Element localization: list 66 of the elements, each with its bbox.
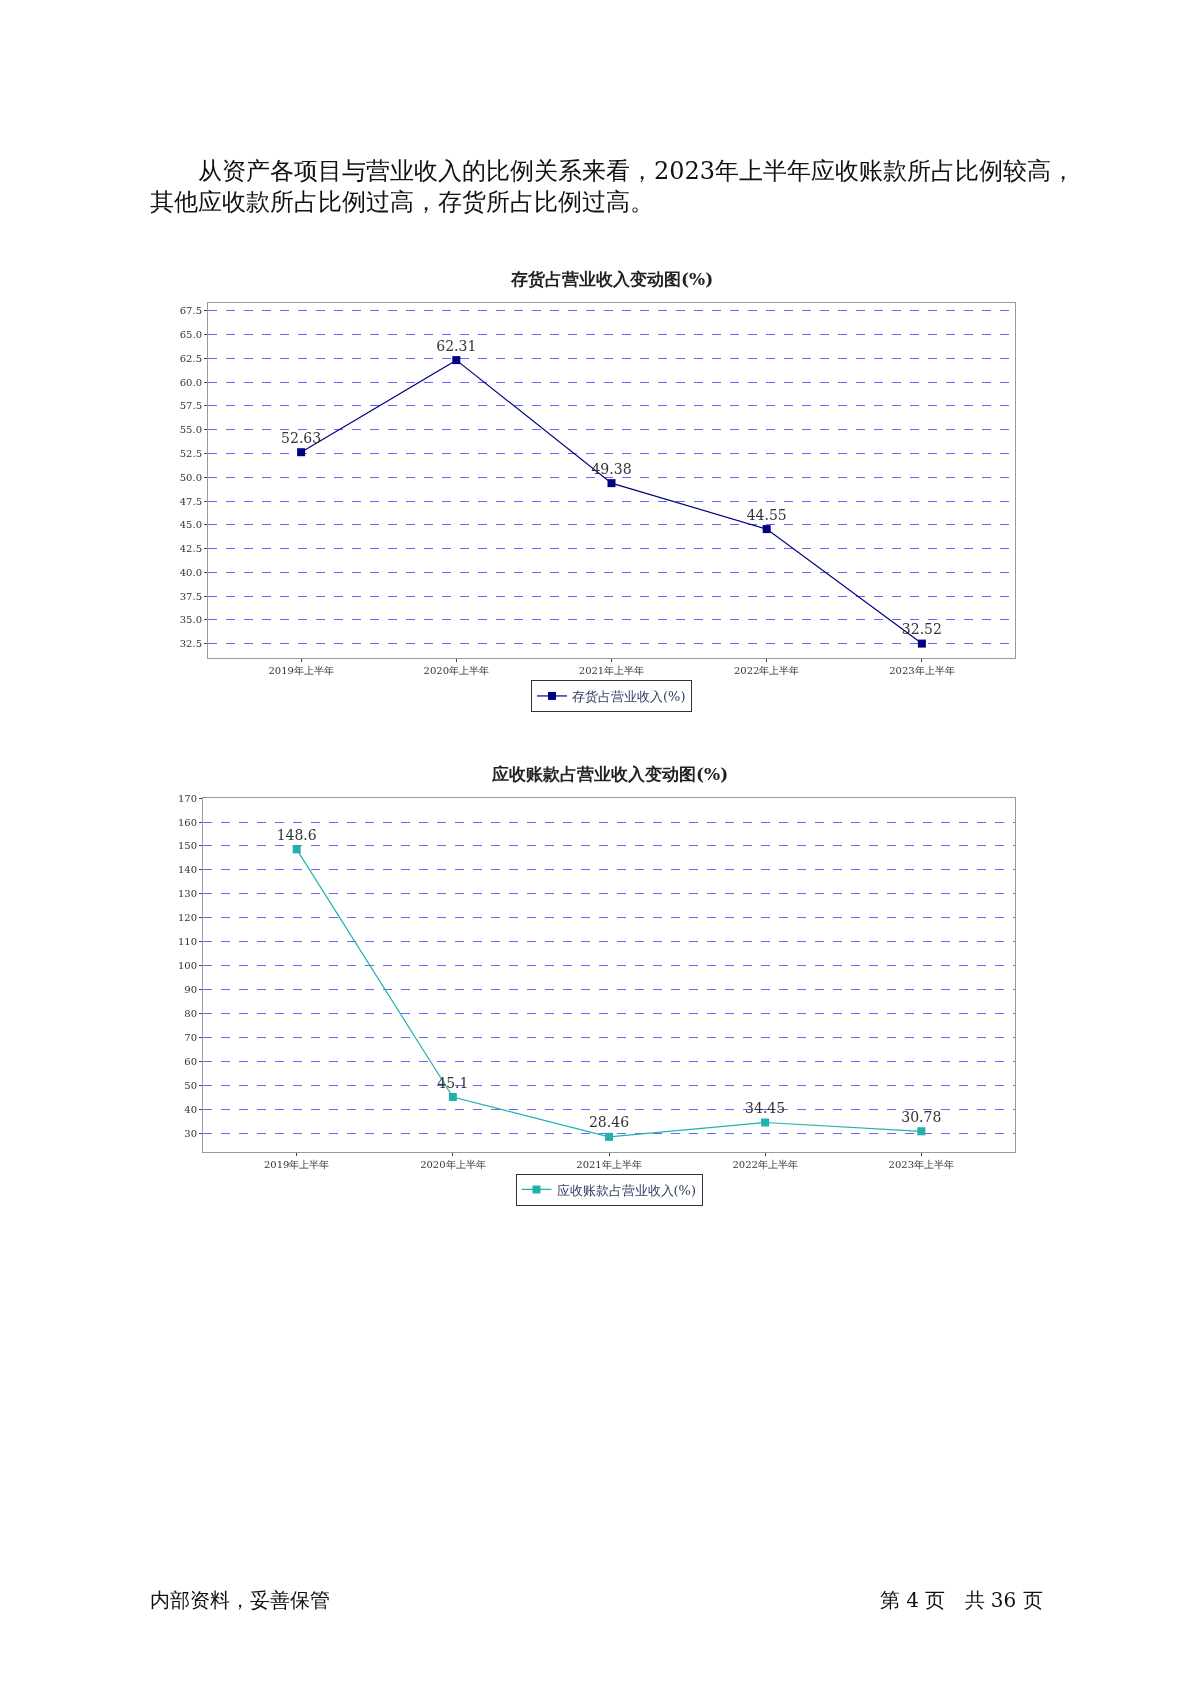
point	[917, 1127, 926, 1136]
data-label: 28.46	[588, 1114, 630, 1131]
y-tick-label: 42.5	[179, 543, 202, 555]
x-tick-label: 2022年上半年	[732, 1158, 798, 1170]
point	[917, 639, 926, 648]
y-tick-label: 40	[184, 1103, 197, 1115]
y-tick-label: 45.0	[179, 519, 202, 531]
y-tick-label: 70	[184, 1031, 197, 1043]
y-tick-label: 60.0	[179, 376, 202, 388]
point	[448, 1093, 457, 1102]
y-tick-label: 80	[184, 1008, 197, 1019]
y-tick-label: 90	[184, 984, 197, 996]
x-tick-label: 2019年上半年	[268, 665, 334, 677]
legend-label: 存货占营业收入(%)	[572, 689, 686, 705]
y-tick-label: 120	[177, 912, 197, 924]
y-tick-label: 100	[177, 960, 197, 972]
y-tick-label: 52.5	[179, 447, 202, 459]
y-tick-label: 55.0	[179, 424, 202, 436]
y-tick-label: 160	[177, 816, 197, 828]
x-tick-label: 2019年上半年	[263, 1158, 330, 1170]
point	[452, 356, 461, 365]
chart-title: 存货占营业收入变动图(%)	[510, 269, 714, 289]
data-label: 148.6	[276, 826, 317, 843]
y-tick-label: 32.5	[179, 638, 202, 650]
data-label: 52.63	[281, 429, 322, 446]
x-tick-label: 2020年上半年	[420, 1158, 486, 1170]
data-label: 49.38	[591, 460, 632, 477]
x-tick-label: 2022年上半年	[733, 665, 800, 677]
data-label: 44.55	[746, 506, 787, 523]
point	[605, 1132, 613, 1141]
y-tick-label: 40.0	[179, 566, 202, 578]
data-label: 34.45	[745, 1100, 786, 1117]
x-tick-label: 2023年上半年	[889, 665, 955, 677]
y-tick-label: 62.5	[179, 352, 202, 364]
y-tick-label: 50	[184, 1079, 197, 1091]
data-label: 62.31	[436, 337, 477, 354]
chart-title: 应收账款占营业收入变动图(%)	[491, 764, 729, 784]
y-tick-label: 60	[184, 1055, 197, 1067]
data-label: 32.52	[901, 621, 942, 638]
point	[761, 1118, 770, 1127]
y-tick-label: 150	[177, 840, 197, 852]
y-tick-label: 37.5	[179, 590, 202, 602]
data-label: 30.78	[901, 1108, 942, 1125]
y-tick-label: 67.5	[179, 305, 202, 317]
text: 从资产各项目与营业收入的比例关系来看，2023年上半年应收账款所占比例较高，其他应收款所占比例过高，存货所占比例过高。	[150, 157, 1076, 217]
point	[297, 448, 306, 457]
y-tick-label: 50.0	[179, 471, 202, 483]
point	[292, 845, 301, 854]
x-tick-label: 2023年上半年	[888, 1158, 955, 1170]
y-tick-label: 130	[177, 888, 197, 900]
y-tick-label: 35.0	[179, 614, 202, 626]
y-tick-label: 170	[177, 792, 197, 804]
x-tick-label: 2020年上半年	[423, 665, 490, 677]
point	[607, 479, 616, 488]
x-tick-label: 2021年上半年	[576, 1158, 642, 1170]
text: 内部资料，妥善保管	[150, 1588, 330, 1612]
y-tick-label: 57.5	[179, 400, 202, 412]
y-tick-label: 140	[177, 864, 197, 876]
y-tick-label: 47.5	[179, 495, 202, 507]
x-tick-label: 2021年上半年	[578, 665, 645, 677]
text: 第 4 页 共 36 页	[880, 1588, 1043, 1612]
legend-label: 应收账款占营业收入(%)	[556, 1182, 696, 1198]
y-tick-label: 30	[184, 1127, 197, 1139]
y-tick-label: 110	[177, 936, 197, 948]
point	[762, 525, 771, 534]
y-tick-label: 65.0	[179, 329, 202, 341]
